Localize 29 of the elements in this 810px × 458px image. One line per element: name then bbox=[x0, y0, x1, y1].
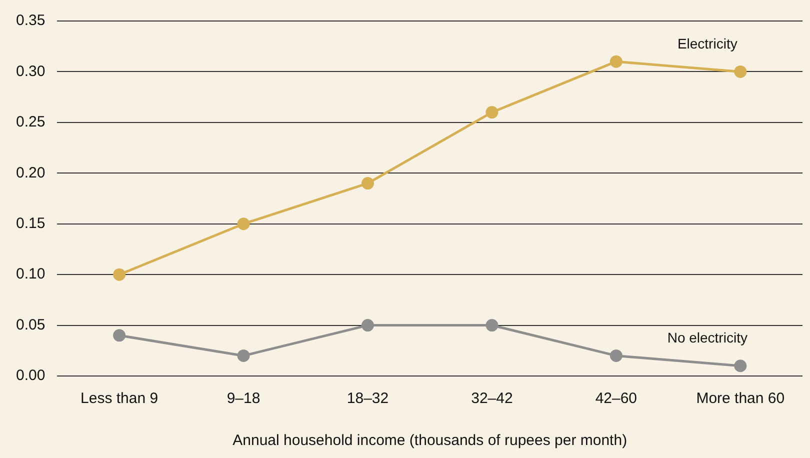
y-tick-label: 0.00 bbox=[16, 367, 46, 384]
point bbox=[610, 55, 622, 68]
series-label: No electricity bbox=[667, 330, 748, 346]
y-tick-label: 0.25 bbox=[16, 114, 46, 131]
y-tick-label: 0.35 bbox=[16, 12, 46, 30]
series-label: Electricity bbox=[677, 35, 738, 52]
y-tick-label: 0.30 bbox=[16, 62, 46, 80]
x-tick-label: 42–60 bbox=[595, 390, 638, 408]
x-tick-label: Less than 9 bbox=[80, 390, 158, 408]
x-tick-label: 18–32 bbox=[346, 390, 389, 408]
point bbox=[237, 218, 250, 230]
point bbox=[361, 177, 374, 190]
point bbox=[486, 319, 498, 332]
point bbox=[113, 329, 126, 342]
x-tick-label: 32–42 bbox=[471, 390, 513, 408]
point bbox=[734, 65, 747, 78]
point bbox=[237, 349, 250, 362]
y-tick-label: 0.05 bbox=[16, 316, 46, 334]
point bbox=[734, 360, 747, 372]
y-tick-label: 0.15 bbox=[16, 215, 46, 232]
x-axis-title: Annual household income (thousands of rupees per month) bbox=[232, 432, 628, 450]
y-tick-label: 0.10 bbox=[16, 266, 46, 283]
y-tick-label: 0.20 bbox=[16, 164, 46, 182]
point bbox=[486, 106, 498, 119]
x-tick-label: More than 60 bbox=[696, 390, 785, 408]
point bbox=[113, 268, 126, 281]
point bbox=[610, 349, 622, 362]
x-tick-label: 9–18 bbox=[226, 390, 260, 408]
point bbox=[361, 319, 374, 332]
